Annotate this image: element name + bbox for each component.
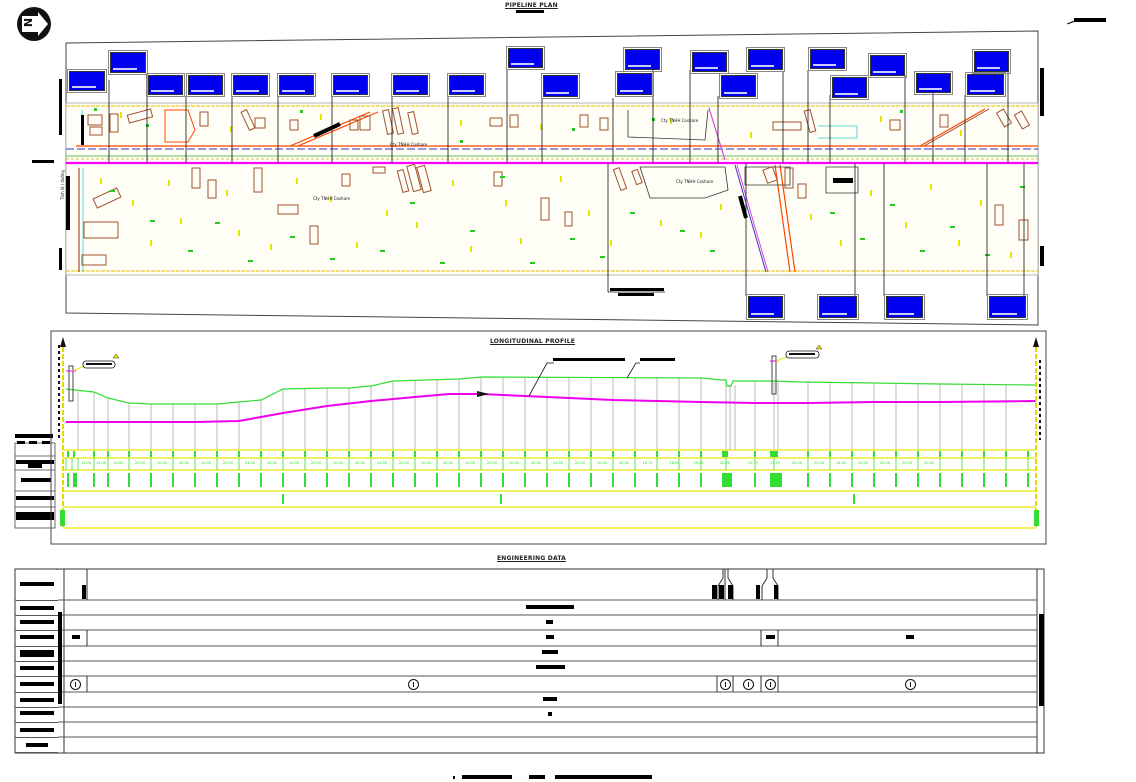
plan-callout	[186, 73, 225, 97]
plan-callout	[331, 73, 370, 97]
plan-callout	[447, 73, 486, 97]
eng-row-label-3	[16, 616, 58, 631]
distance-value: 20.00	[310, 461, 322, 465]
plan-callout	[231, 73, 270, 97]
distance-value: 17.25	[769, 461, 781, 465]
distance-value: 20.00	[178, 461, 190, 465]
distance-value: 20.00	[354, 461, 366, 465]
plan-callout	[746, 47, 785, 72]
pipeline-plan-title: PIPELINE PLAN	[505, 2, 558, 9]
distance-value: 14.00	[80, 461, 92, 465]
plan-callout	[391, 73, 430, 97]
inspection-marker-icon	[720, 679, 731, 690]
eng-row-label-6	[16, 662, 58, 677]
plan-callout	[146, 73, 185, 97]
road-label: Tỉnh lộ / đường	[60, 170, 65, 200]
plan-callout	[987, 294, 1028, 320]
distance-value: 20.00	[464, 461, 476, 465]
plan-callout	[108, 50, 148, 75]
sheet-ref-redacted	[1074, 18, 1106, 22]
distance-value: 20.00	[332, 461, 344, 465]
distance-value: 20.00	[901, 461, 913, 465]
distance-band: 14.00 14.00 24.00 20.00 20.00 20.00 20.0…	[78, 461, 1036, 469]
distance-value: 24.00	[552, 461, 564, 465]
distance-value: 20.00	[420, 461, 432, 465]
distance-value: 20.00	[530, 461, 542, 465]
area-label: Cty TNHH Coshare	[676, 179, 714, 184]
plan-callout	[690, 50, 729, 74]
distance-value: 20.00	[719, 461, 731, 465]
plan-callout	[830, 75, 869, 100]
plan-callout	[965, 72, 1006, 97]
distance-value: 20.00	[596, 461, 608, 465]
distance-value: 20.00	[486, 461, 498, 465]
eng-row-label-1	[16, 570, 58, 601]
plan-callout	[817, 294, 859, 320]
plan-callout	[972, 49, 1011, 74]
inspection-marker-icon	[765, 679, 776, 690]
distance-value: 20.00	[923, 461, 935, 465]
eng-row-label-8	[16, 693, 58, 708]
distance-value: 24.00	[266, 461, 278, 465]
plan-callout	[615, 71, 654, 97]
distance-value: 16.74	[642, 461, 653, 465]
distance-value: 20.00	[857, 461, 869, 465]
distance-value: 20.00	[618, 461, 630, 465]
plan-callout	[719, 73, 758, 99]
distance-value: 20.00	[288, 461, 300, 465]
area-label: Cty TNHH Coshare	[661, 118, 699, 123]
distance-value: 20.00	[222, 461, 234, 465]
distance-value: 20.00	[693, 461, 704, 465]
eng-row-label-7	[16, 677, 58, 693]
distance-value: 22.73	[747, 461, 759, 465]
distance-value: 20.00	[156, 461, 168, 465]
plan-callout	[808, 47, 847, 71]
plan-scale-redacted	[516, 10, 544, 13]
eng-row-label-10	[16, 723, 58, 738]
plan-callout	[868, 53, 907, 78]
north-arrow-icon: N	[17, 7, 51, 41]
distance-value: 24.00	[244, 461, 256, 465]
distance-value: 22.00	[813, 461, 825, 465]
plan-callout	[914, 71, 953, 95]
inspection-marker-icon	[743, 679, 754, 690]
distance-value: 24.00	[835, 461, 847, 465]
distance-value: 20.00	[134, 461, 146, 465]
plan-callout	[541, 73, 580, 99]
distance-value: 24.00	[574, 461, 586, 465]
plan-callout	[746, 294, 785, 320]
distance-value: 18.00	[669, 461, 680, 465]
plan-callout	[884, 294, 925, 320]
plan-callout	[277, 73, 316, 97]
distance-value: 20.00	[200, 461, 212, 465]
eng-row-label-2	[16, 601, 58, 616]
distance-value: 20.00	[791, 461, 803, 465]
distance-value: 24.00	[376, 461, 388, 465]
distance-value: 24.00	[113, 461, 124, 465]
longitudinal-profile-title: LONGITUDINAL PROFILE	[490, 338, 576, 345]
plan-callout	[623, 47, 662, 72]
eng-row-label-11	[16, 738, 58, 753]
distance-value: 14.00	[95, 461, 107, 465]
inspection-marker-icon	[905, 679, 916, 690]
plan-callout	[506, 46, 545, 70]
plan-callout	[67, 69, 107, 93]
distance-value: 20.00	[879, 461, 891, 465]
distance-value: 24.00	[398, 461, 410, 465]
distance-value: 20.00	[442, 461, 454, 465]
inspection-marker-icon	[408, 679, 419, 690]
eng-row-label-9	[16, 708, 58, 723]
eng-row-label-5	[16, 647, 58, 662]
eng-row-label-4	[16, 631, 58, 647]
area-label: Cty TNHH Coshare	[313, 196, 351, 201]
engineering-data-title: ENGINEERING DATA	[497, 555, 567, 562]
inspection-marker-icon	[70, 679, 81, 690]
area-label: Cty TNHH Coshare	[390, 142, 428, 147]
distance-value: 20.00	[508, 461, 520, 465]
